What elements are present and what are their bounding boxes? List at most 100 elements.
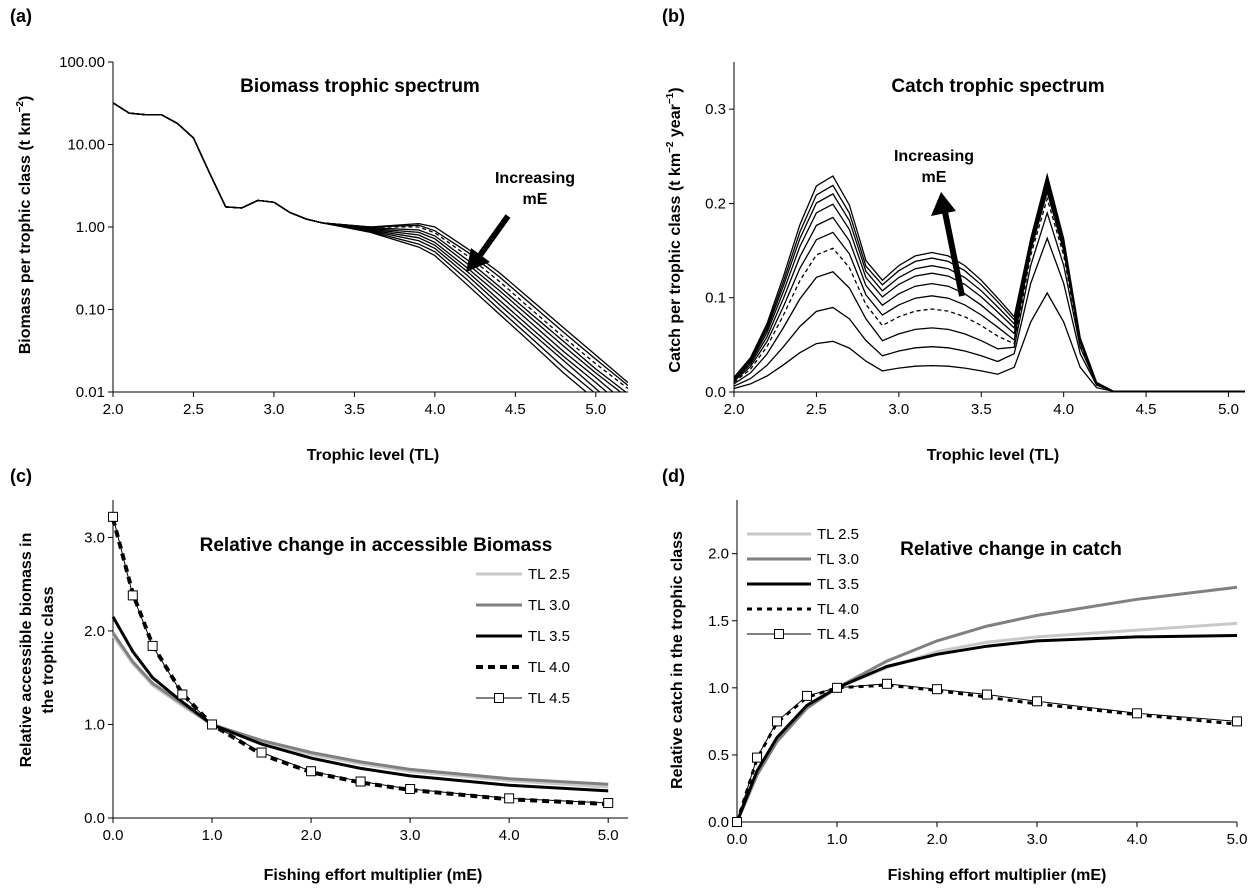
- panel-b-curve: [733, 196, 1245, 392]
- panel-c-xtick-label: 3.0: [400, 827, 421, 844]
- panel-a-curve: [113, 102, 588, 392]
- panel-c-series-marker: [256, 747, 267, 758]
- panel-a-xtick-label: 3.5: [344, 401, 365, 418]
- panel-b-annotation-line1: Increasing: [894, 148, 974, 165]
- panel-a-series-group: [113, 102, 628, 392]
- panel-b-xtick-label: 3.0: [888, 401, 909, 418]
- panel-d-ytick-label: 1.0: [708, 680, 729, 697]
- panel-d-series-marker: [1032, 696, 1042, 707]
- panel-d-series-marker: [752, 752, 762, 763]
- panel-d-legend-label: TL 3.0: [817, 551, 859, 568]
- panel-c-series-marker: [306, 766, 317, 777]
- panel-a-title: Biomass trophic spectrum: [240, 76, 480, 97]
- panel-d-ytick-label: 2.0: [708, 546, 729, 563]
- panel-d-label: (d): [662, 466, 685, 486]
- panel-b-xtick-label: 4.5: [1136, 401, 1157, 418]
- panel-d-xlabel: Fishing effort multiplier (mE): [888, 867, 1107, 884]
- panel-c: (c) 0.0 1.0 2.0 3.0 0.0 1.0 2.0 3.0 4.0 5.0 Relat…: [10, 466, 628, 884]
- panel-a-arrow-shaft: [475, 214, 511, 260]
- panel-b-curve: [733, 179, 1245, 392]
- panel-d-legend-label: TL 4.0: [817, 601, 859, 618]
- panel-b-curve: [733, 291, 1245, 392]
- panel-a-xtick-label: 5.0: [585, 401, 606, 418]
- panel-a: (a) 0.01 0.10 1.00 10.00 100.00 2.0 2.5 3.0 3.5 4…: [10, 6, 628, 464]
- panel-c-legend: TL 2.5 TL 3.0 TL 3.5 TL 4.0 TL 4.5: [476, 566, 570, 707]
- panel-d-series-line: [735, 621, 1238, 823]
- panel-b-curve: [733, 172, 1245, 392]
- panel-d-series-marker: [882, 678, 892, 689]
- panel-c-ylabel-line2: the trophic class: [40, 586, 57, 713]
- panel-a-xtick-label: 2.0: [103, 401, 124, 418]
- panel-d-ytick-label: 1.5: [708, 613, 729, 630]
- panel-a-arrow-head: [466, 248, 490, 272]
- panel-a-xtick-label: 4.0: [424, 401, 445, 418]
- panel-c-xtick-label: 1.0: [202, 827, 223, 844]
- panel-b-plot-area: 0.0 0.1 0.2 0.3 2.0 2.5 3.0 3.5 4.0 4.5 5.0: [705, 62, 1245, 418]
- panel-c-plot-area: 0.0 1.0 2.0 3.0 0.0 1.0 2.0 3.0 4.0 5.0: [84, 500, 628, 844]
- panel-a-curve: [113, 102, 614, 392]
- panel-b-xtick-label: 5.0: [1218, 401, 1239, 418]
- panel-c-legend-label: TL 4.0: [528, 659, 570, 676]
- panel-b-curve: [733, 236, 1245, 392]
- panel-b-label: (b): [662, 6, 685, 26]
- panel-c-title: Relative change in accessible Biomass: [200, 535, 553, 556]
- panel-b-xtick-label: 4.0: [1053, 401, 1074, 418]
- panel-b-curve: [733, 189, 1245, 392]
- panel-c-xtick-label: 0.0: [103, 827, 124, 844]
- panel-d: (d) 0.0 0.5 1.0 1.5 2.0 0.0 1.0 2.0 3.0 4.0 5.0 Re…: [662, 466, 1247, 884]
- panel-b-curve: [733, 210, 1245, 392]
- panel-c-ytick-label: 1.0: [84, 716, 105, 733]
- panel-d-ytick-label: 0.0: [708, 814, 729, 831]
- panel-b-xtick-label: 3.5: [971, 401, 992, 418]
- panel-d-series-marker: [1232, 716, 1242, 727]
- panel-c-series-line: [111, 616, 609, 793]
- panel-a-curve: [113, 102, 628, 387]
- panel-d-series-line: [735, 634, 1238, 823]
- panel-a-xtick-label: 3.0: [264, 401, 285, 418]
- panel-b-arrow-head: [931, 192, 956, 216]
- panel-a-annotation-line1: Increasing: [495, 170, 575, 187]
- panel-d-xtick-label: 4.0: [1127, 831, 1148, 848]
- panel-b-ytick-label: 0.1: [705, 290, 726, 307]
- panel-d-series-line: [735, 585, 1238, 823]
- panel-a-curve: [113, 102, 622, 392]
- panel-a-xtick-label: 4.5: [505, 401, 526, 418]
- panel-d-series-marker: [932, 684, 942, 695]
- panel-a-curve: [113, 102, 595, 392]
- panel-c-series-marker: [108, 511, 118, 522]
- panel-c-series-marker: [207, 719, 218, 730]
- panel-d-legend: TL 2.5 TL 3.0 TL 3.5 TL 4.0 TL 4.5: [747, 526, 859, 643]
- panel-c-label: (c): [10, 466, 32, 486]
- panel-d-legend-label: TL 2.5: [817, 526, 859, 543]
- panel-d-legend-marker: [774, 629, 784, 639]
- panel-a-annotation-line2: mE: [523, 191, 548, 208]
- panel-b-ytick-label: 0.0: [705, 384, 726, 401]
- panel-a-plot-area: 0.01 0.10 1.00 10.00 100.00 2.0 2.5 3.0 3.5 4.0 4.…: [59, 54, 628, 418]
- panel-b-xlabel: Trophic level (TL): [927, 447, 1059, 464]
- panel-a-ytick-label: 1.00: [76, 219, 105, 236]
- panel-c-xtick-label: 5.0: [598, 827, 619, 844]
- panel-b: (b) 0.0 0.1 0.2 0.3 2.0 2.5 3.0 3.5 4.0 4.5 5.0 Ca…: [662, 6, 1245, 464]
- panel-d-series-marker: [832, 682, 842, 693]
- panel-c-xtick-label: 2.0: [301, 827, 322, 844]
- panel-a-ytick-label: 100.00: [59, 54, 105, 71]
- panel-d-xtick-label: 5.0: [1227, 831, 1248, 848]
- panel-d-legend-label: TL 4.5: [817, 626, 859, 643]
- panel-b-ylabel: Catch per trophic class (t km−2 year−1): [665, 87, 684, 372]
- panel-c-series-line: [111, 631, 609, 786]
- panel-c-ylabel-line1: Relative accessible biomass in: [18, 533, 35, 768]
- panel-d-ytick-label: 0.5: [708, 747, 729, 764]
- panel-d-ylabel: Relative catch in the trophic class: [669, 531, 686, 789]
- panel-b-xtick-label: 2.0: [724, 401, 745, 418]
- panel-d-series-marker: [732, 817, 742, 827]
- panel-d-xtick-label: 2.0: [927, 831, 948, 848]
- panel-a-ytick-label: 0.10: [76, 302, 105, 319]
- panel-c-series-marker: [355, 776, 366, 787]
- panel-d-series-marker: [1132, 708, 1142, 719]
- panel-d-series-marker: [772, 716, 782, 727]
- panel-c-legend-label: TL 3.5: [528, 628, 570, 645]
- panel-d-xtick-label: 1.0: [827, 831, 848, 848]
- panel-d-xtick-label: 0.0: [727, 831, 748, 848]
- panel-c-xtick-label: 4.0: [499, 827, 520, 844]
